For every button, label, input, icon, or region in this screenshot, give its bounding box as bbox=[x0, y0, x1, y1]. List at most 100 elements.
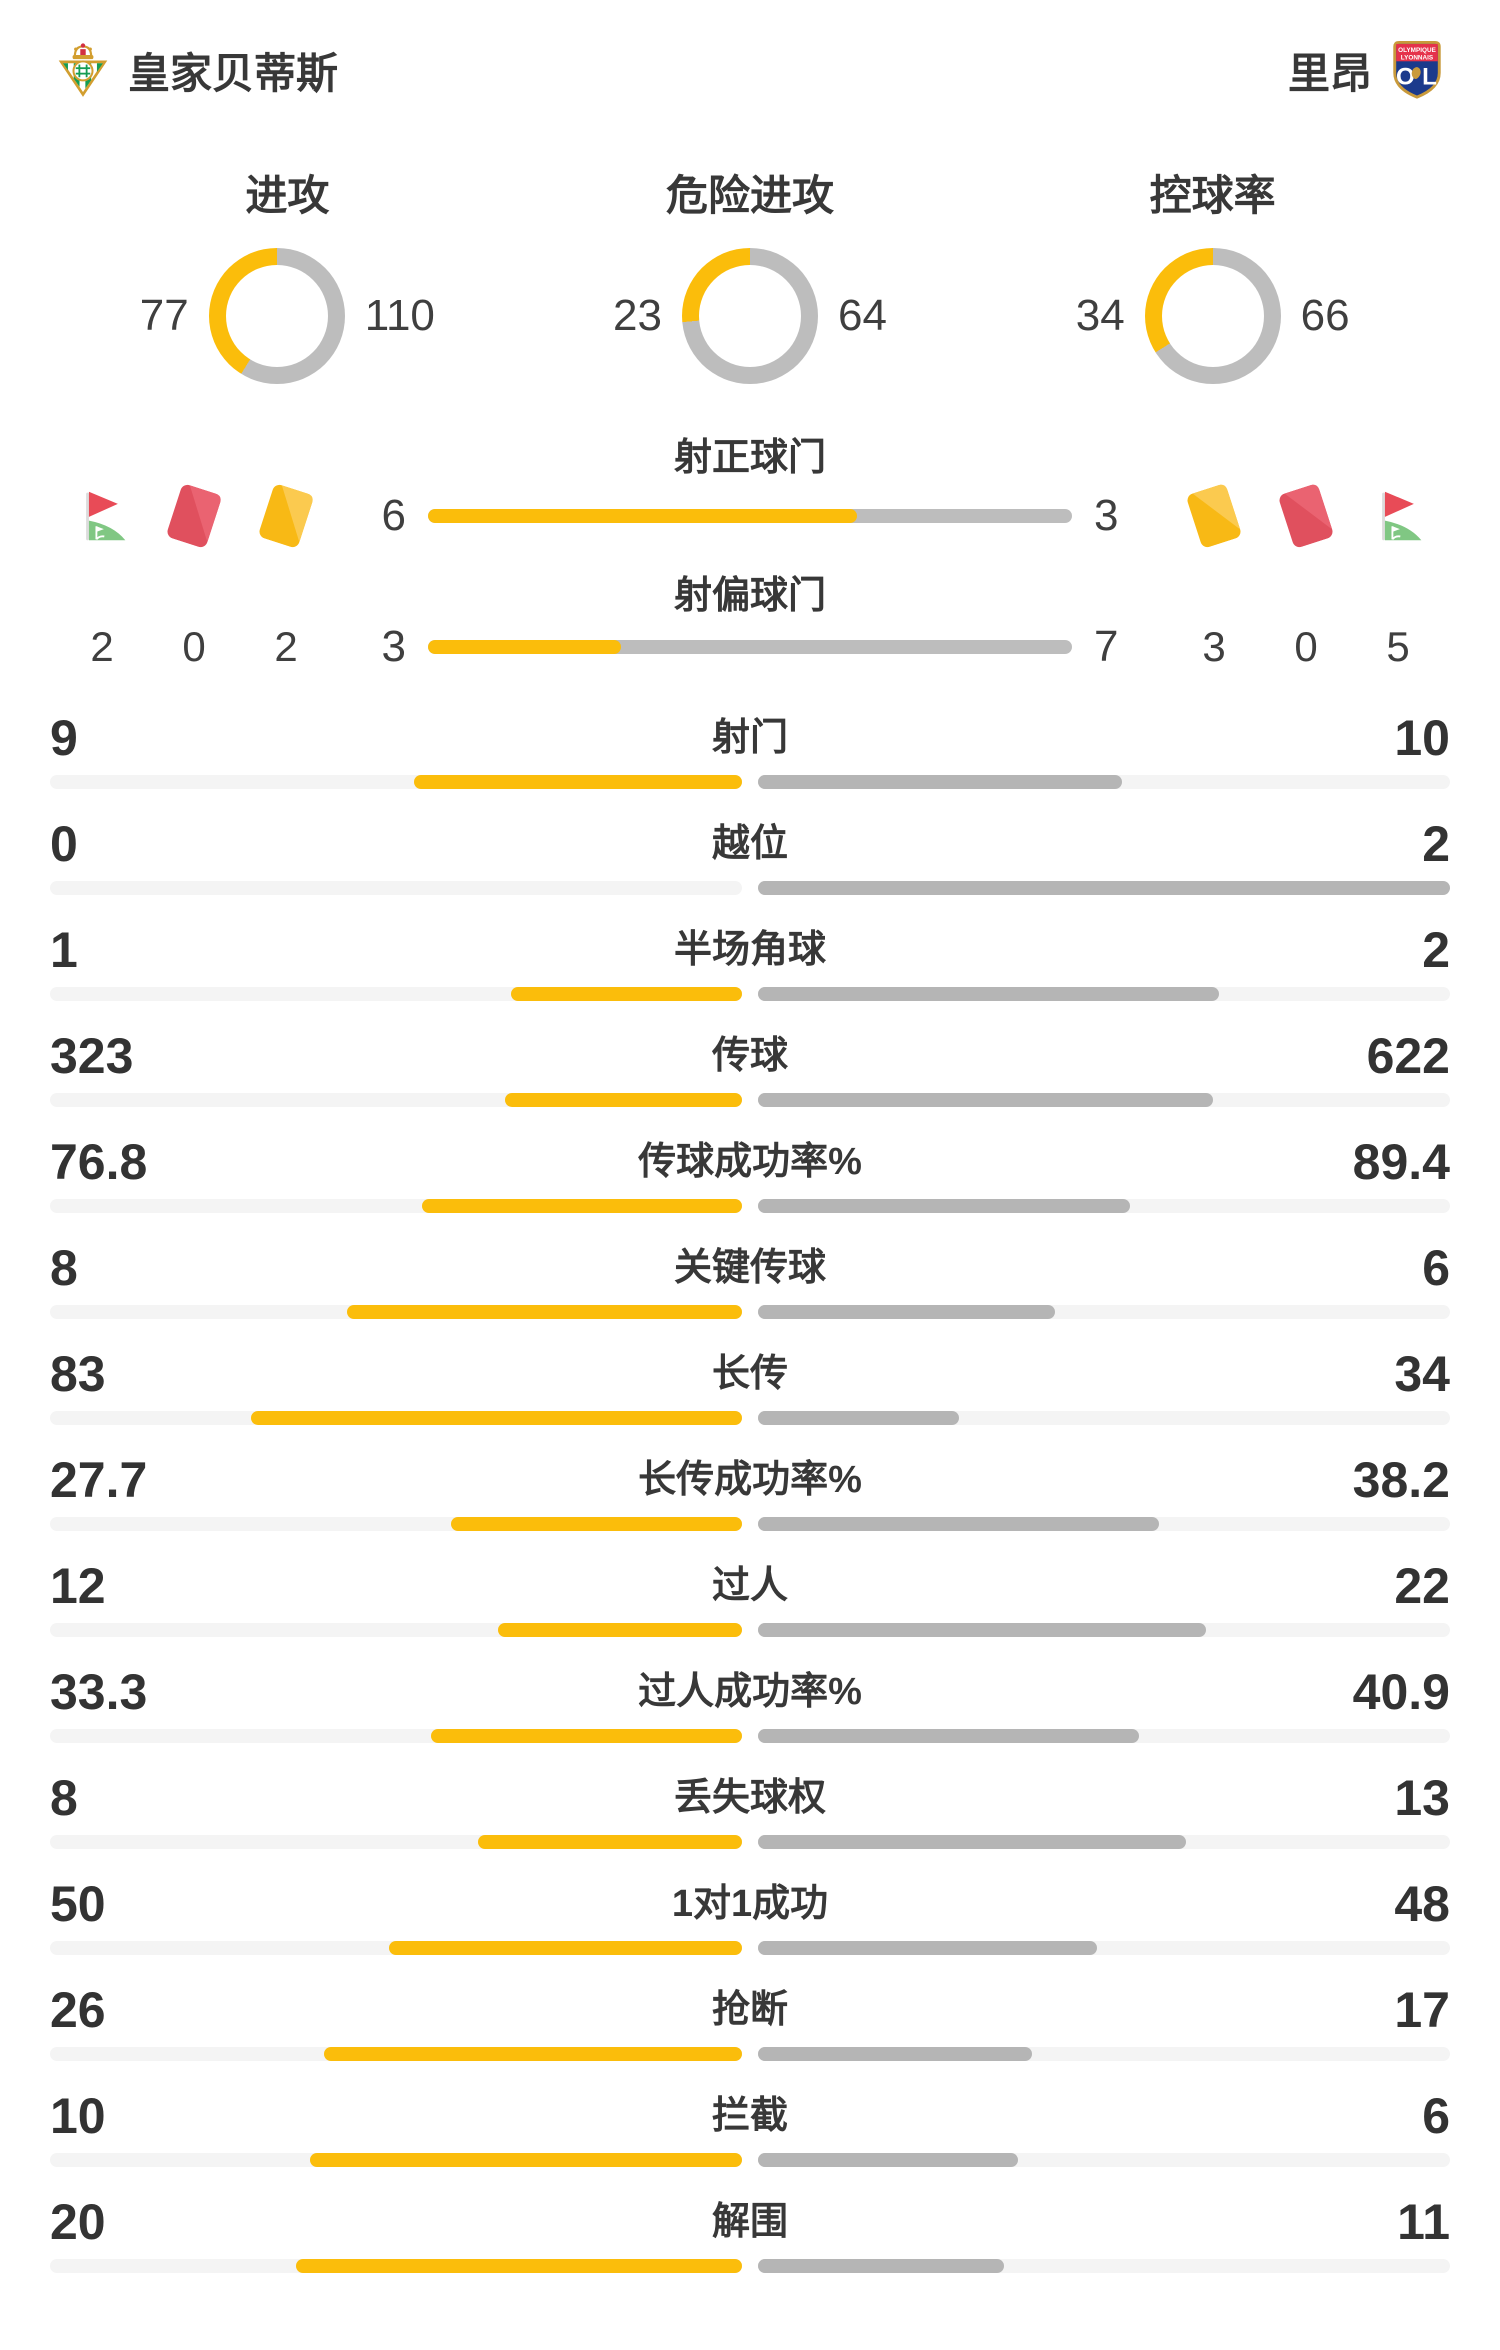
donut-home-value: 34 bbox=[1075, 291, 1125, 340]
away-yellow-cards-count: 3 bbox=[1202, 623, 1226, 670]
stat-label: 传球 bbox=[711, 1035, 788, 1077]
svg-text:LYONNAIS: LYONNAIS bbox=[1401, 54, 1433, 61]
away-corner-flag-icon bbox=[1352, 488, 1444, 544]
home-corner-kicks-count: 2 bbox=[90, 623, 114, 670]
donut-title: 控球率 bbox=[1149, 172, 1276, 219]
away-yellow-card-icon bbox=[1168, 484, 1260, 548]
stat-home-value: 20 bbox=[50, 2194, 106, 2250]
home-team-header[interactable]: 皇家贝蒂斯 bbox=[54, 40, 338, 101]
stat-row-8: 12 过人 22 bbox=[50, 1558, 1450, 1664]
stat-home-bar bbox=[50, 1941, 742, 1955]
stat-away-bar bbox=[758, 2047, 1450, 2061]
shots-off-target-bar bbox=[428, 640, 1072, 654]
stat-home-value: 8 bbox=[50, 1240, 78, 1296]
stat-away-value: 22 bbox=[1394, 1558, 1450, 1614]
stat-away-bar bbox=[758, 2259, 1450, 2273]
stat-away-value: 13 bbox=[1394, 1770, 1450, 1826]
shots-on-target-row: 6 3 bbox=[0, 480, 1500, 552]
stat-home-value: 9 bbox=[50, 710, 78, 766]
stat-away-value: 11 bbox=[1397, 2194, 1450, 2250]
donut-ring bbox=[682, 248, 818, 384]
stat-row-3: 323 传球 622 bbox=[50, 1028, 1450, 1134]
stat-home-value: 33.3 bbox=[50, 1664, 148, 1720]
shots-section: 射正球门 bbox=[0, 436, 1500, 676]
stat-row-10: 8 丢失球权 13 bbox=[50, 1770, 1450, 1876]
stat-home-bar bbox=[50, 1835, 742, 1849]
donut-home-value: 77 bbox=[139, 291, 189, 340]
stat-home-bar bbox=[50, 2259, 742, 2273]
stat-away-value: 2 bbox=[1422, 816, 1450, 872]
stat-row-4: 76.8 传球成功率% 89.4 bbox=[50, 1134, 1450, 1240]
stat-label: 抢断 bbox=[711, 1989, 788, 2031]
away-red-cards-count: 0 bbox=[1294, 623, 1318, 670]
donut-group-2: 控球率 34 66 bbox=[981, 172, 1444, 384]
donut-away-value: 64 bbox=[838, 291, 887, 340]
stat-row-2: 1 半场角球 2 bbox=[50, 922, 1450, 1028]
stat-home-value: 83 bbox=[50, 1346, 106, 1402]
away-team-header[interactable]: 里昂 OLYMPIQUE LYONNAIS O L bbox=[1288, 40, 1446, 101]
stat-home-value: 323 bbox=[50, 1028, 134, 1084]
stat-home-bar bbox=[50, 1093, 742, 1107]
stat-row-12: 26 抢断 17 bbox=[50, 1982, 1450, 2088]
stat-label: 丢失球权 bbox=[673, 1777, 826, 1819]
stat-away-bar bbox=[758, 1305, 1450, 1319]
stat-away-value: 6 bbox=[1422, 2088, 1450, 2144]
stat-away-value: 48 bbox=[1394, 1876, 1450, 1932]
header: 皇家贝蒂斯 里昂 OLYMPIQUE LYONNAIS O L bbox=[0, 38, 1500, 102]
away-red-card-icon bbox=[1260, 484, 1352, 548]
stat-away-value: 38.2 bbox=[1352, 1452, 1450, 1508]
stat-home-value: 50 bbox=[50, 1876, 106, 1932]
stats-list: 9 射门 10 0 越位 2 1 半场角球 2 bbox=[0, 710, 1500, 2300]
stat-label: 长传 bbox=[711, 1353, 788, 1395]
away-corner-kicks-count: 5 bbox=[1386, 623, 1410, 670]
stat-home-value: 26 bbox=[50, 1982, 106, 2038]
stat-home-bar bbox=[50, 2153, 742, 2167]
stat-home-bar bbox=[50, 1623, 742, 1637]
donut-ring bbox=[1144, 248, 1281, 384]
stat-label: 过人 bbox=[711, 1565, 788, 1607]
shots-on-target-home-value: 6 bbox=[381, 491, 406, 540]
stat-row-5: 8 关键传球 6 bbox=[50, 1240, 1450, 1346]
donut-group-0: 进攻 77 110 bbox=[56, 172, 519, 384]
stat-home-value: 1 bbox=[50, 922, 78, 978]
stat-home-bar bbox=[50, 775, 742, 789]
stat-away-value: 34 bbox=[1394, 1346, 1450, 1402]
donut-group-1: 危险进攻 23 64 bbox=[519, 172, 982, 384]
stat-away-bar bbox=[758, 1411, 1450, 1425]
stat-away-value: 89.4 bbox=[1352, 1134, 1450, 1190]
stat-home-value: 8 bbox=[50, 1770, 78, 1826]
stat-home-value: 12 bbox=[50, 1558, 106, 1614]
home-corner-flag-icon bbox=[56, 488, 148, 544]
stat-row-0: 9 射门 10 bbox=[50, 710, 1450, 816]
stat-away-bar bbox=[758, 1199, 1450, 1213]
shots-off-target-home-value: 3 bbox=[381, 622, 406, 671]
stat-away-bar bbox=[758, 987, 1450, 1001]
donut-home-value: 23 bbox=[613, 291, 662, 340]
donut-away-value: 66 bbox=[1300, 291, 1350, 340]
away-team-name: 里昂 bbox=[1287, 49, 1372, 97]
stat-home-value: 76.8 bbox=[50, 1134, 148, 1190]
donut-charts-row: 进攻 77 110 危险进攻 23 64 控球率 34 66 bbox=[0, 172, 1500, 384]
stat-home-bar bbox=[50, 987, 742, 1001]
stat-home-value: 27.7 bbox=[50, 1452, 148, 1508]
stat-home-bar bbox=[50, 1729, 742, 1743]
svg-text:OLYMPIQUE: OLYMPIQUE bbox=[1398, 47, 1436, 54]
stat-away-bar bbox=[758, 775, 1450, 789]
home-red-card-icon bbox=[148, 484, 240, 548]
stat-row-7: 27.7 长传成功率% 38.2 bbox=[50, 1452, 1450, 1558]
stat-away-bar bbox=[758, 1623, 1450, 1637]
stat-away-value: 6 bbox=[1422, 1240, 1450, 1296]
stat-home-value: 0 bbox=[50, 816, 78, 872]
shots-on-target-bar bbox=[428, 509, 1072, 523]
stat-home-bar bbox=[50, 2047, 742, 2061]
home-team-name: 皇家贝蒂斯 bbox=[128, 49, 339, 97]
stat-row-6: 83 长传 34 bbox=[50, 1346, 1450, 1452]
donut-away-value: 110 bbox=[364, 291, 435, 340]
stat-label: 1对1成功 bbox=[671, 1883, 829, 1925]
home-yellow-card-icon bbox=[240, 484, 332, 548]
stat-label: 过人成功率% bbox=[638, 1671, 862, 1713]
stat-label: 半场角球 bbox=[673, 929, 826, 971]
stat-home-value: 10 bbox=[50, 2088, 106, 2144]
shots-on-target-title: 射正球门 bbox=[673, 437, 826, 479]
shots-off-target-title: 射偏球门 bbox=[673, 575, 826, 617]
